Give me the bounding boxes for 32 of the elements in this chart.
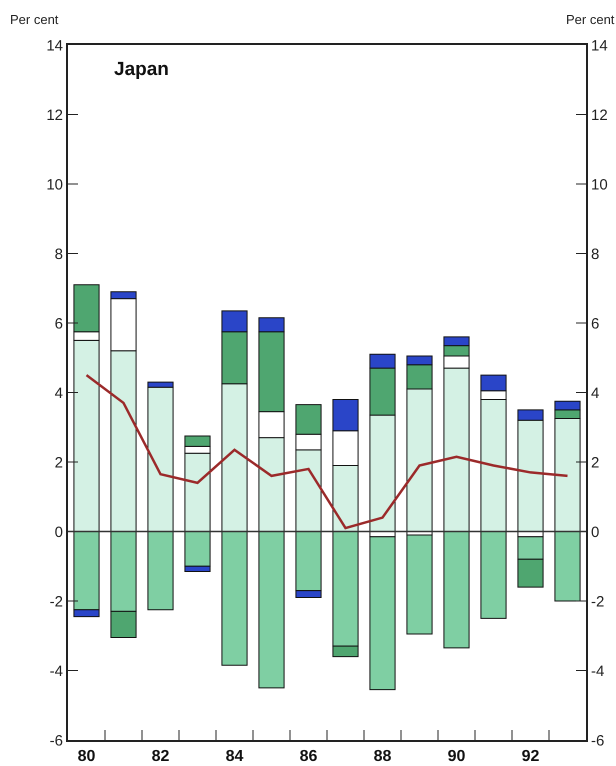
y-tick-label: 4 [54,384,63,402]
x-tick-label: 84 [226,748,244,766]
x-tick-label: 80 [78,748,96,766]
y-tick-label: -6 [50,732,63,750]
y2-tick-label: -6 [591,732,604,750]
y2-tick-label: 12 [591,106,608,124]
y-tick-label: 8 [54,246,63,263]
y-tick-label: 12 [46,106,63,124]
y2-tick-label: 4 [591,384,600,402]
y2-tick-label: 6 [591,315,600,332]
x-tick-label: 88 [374,748,392,766]
x-tick-label: 92 [522,748,540,766]
x-tick-label: 86 [300,748,318,766]
y-axis-title: Per cent [10,12,59,27]
y2-tick-label: -4 [591,662,604,680]
y-tick-label: 14 [46,37,63,54]
y2-axis-title: Per cent [566,12,615,27]
y-tick-label: -2 [50,593,63,610]
y-tick-label: -4 [50,662,63,680]
y2-tick-label: 8 [591,246,600,263]
y2-tick-label: -2 [591,593,604,610]
y2-tick-label: 14 [591,37,608,54]
y-tick-label: 10 [46,176,63,194]
y-tick-label: 2 [54,454,63,472]
y2-tick-label: 2 [591,454,600,472]
y2-tick-label: 0 [591,524,600,541]
x-tick-label: 90 [448,748,466,766]
y-tick-label: 0 [54,524,63,541]
y2-tick-label: 10 [591,176,608,194]
y-tick-label: 6 [54,315,63,332]
x-tick-label: 82 [152,748,170,766]
text: Japan [114,59,169,80]
